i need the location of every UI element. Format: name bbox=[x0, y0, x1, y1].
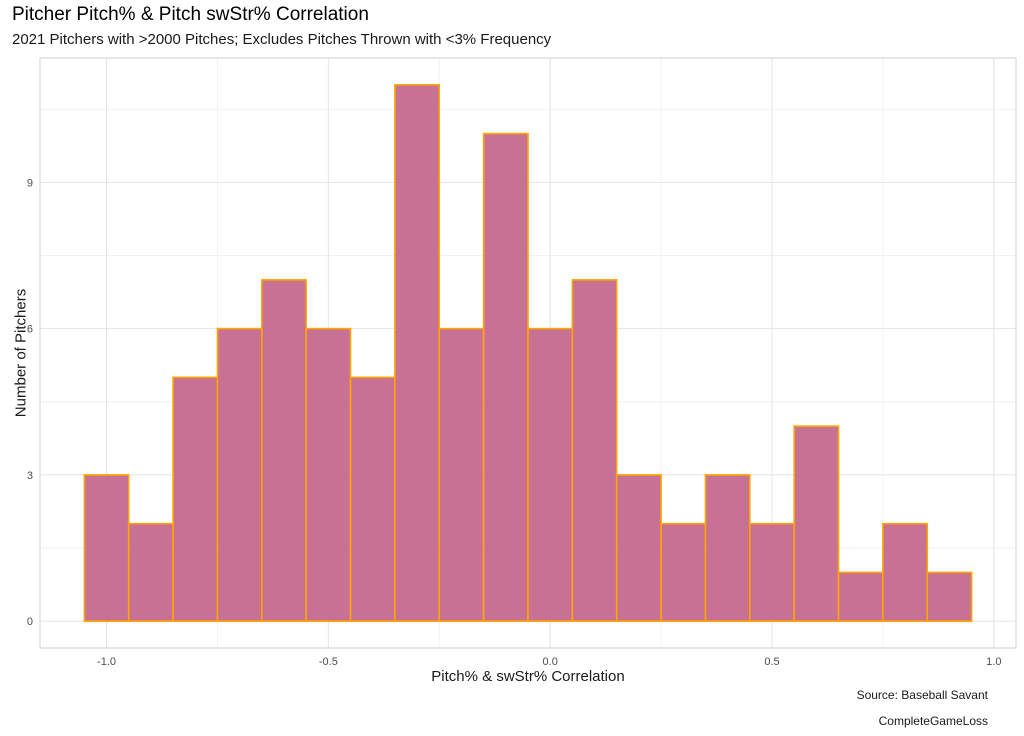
tick-labels: -1.0 -0.5 0.0 0.5 1.0 0 3 6 9 bbox=[27, 177, 1002, 668]
histogram-bar bbox=[394, 84, 441, 622]
panel-border bbox=[39, 57, 1017, 649]
histogram-bar bbox=[349, 376, 396, 622]
histogram-bar bbox=[571, 279, 618, 622]
credit-caption: CompleteGameLoss bbox=[878, 714, 988, 728]
histogram-bar bbox=[882, 522, 929, 622]
histogram-bar bbox=[615, 474, 662, 622]
histogram-bar bbox=[926, 571, 973, 622]
x-tick-label: 1.0 bbox=[986, 656, 1001, 668]
histogram-bar bbox=[305, 327, 352, 622]
y-tick-label: 3 bbox=[27, 470, 33, 482]
x-tick-label: 0.0 bbox=[543, 656, 558, 668]
y-tick-label: 9 bbox=[27, 177, 33, 189]
histogram-bar bbox=[482, 132, 529, 622]
x-axis-title: Pitch% & swStr% Correlation bbox=[431, 668, 624, 685]
y-tick-label: 6 bbox=[27, 324, 33, 336]
histogram-bar bbox=[127, 522, 174, 622]
bars bbox=[83, 84, 973, 622]
chart-subtitle: 2021 Pitchers with >2000 Pitches; Exclud… bbox=[12, 31, 552, 48]
histogram-bar bbox=[216, 327, 263, 622]
chart-title: Pitcher Pitch% & Pitch swStr% Correlatio… bbox=[12, 4, 369, 25]
histogram-bar bbox=[837, 571, 884, 622]
histogram-bar bbox=[438, 327, 485, 622]
histogram-bar bbox=[83, 474, 130, 622]
x-tick-label: -1.0 bbox=[97, 656, 116, 668]
histogram-bar bbox=[261, 279, 307, 622]
histogram-bar bbox=[749, 522, 795, 622]
y-tick-label: 0 bbox=[27, 616, 33, 628]
y-axis-title: Number of Pitchers bbox=[12, 289, 29, 417]
histogram-bar bbox=[172, 376, 219, 622]
x-tick-label: -0.5 bbox=[319, 656, 338, 668]
histogram-bar bbox=[704, 474, 751, 622]
x-tick-label: 0.5 bbox=[764, 656, 779, 668]
histogram-bar bbox=[660, 522, 707, 622]
histogram-bar bbox=[527, 327, 574, 622]
source-caption: Source: Baseball Savant bbox=[856, 688, 988, 702]
histogram-bar bbox=[793, 425, 840, 622]
